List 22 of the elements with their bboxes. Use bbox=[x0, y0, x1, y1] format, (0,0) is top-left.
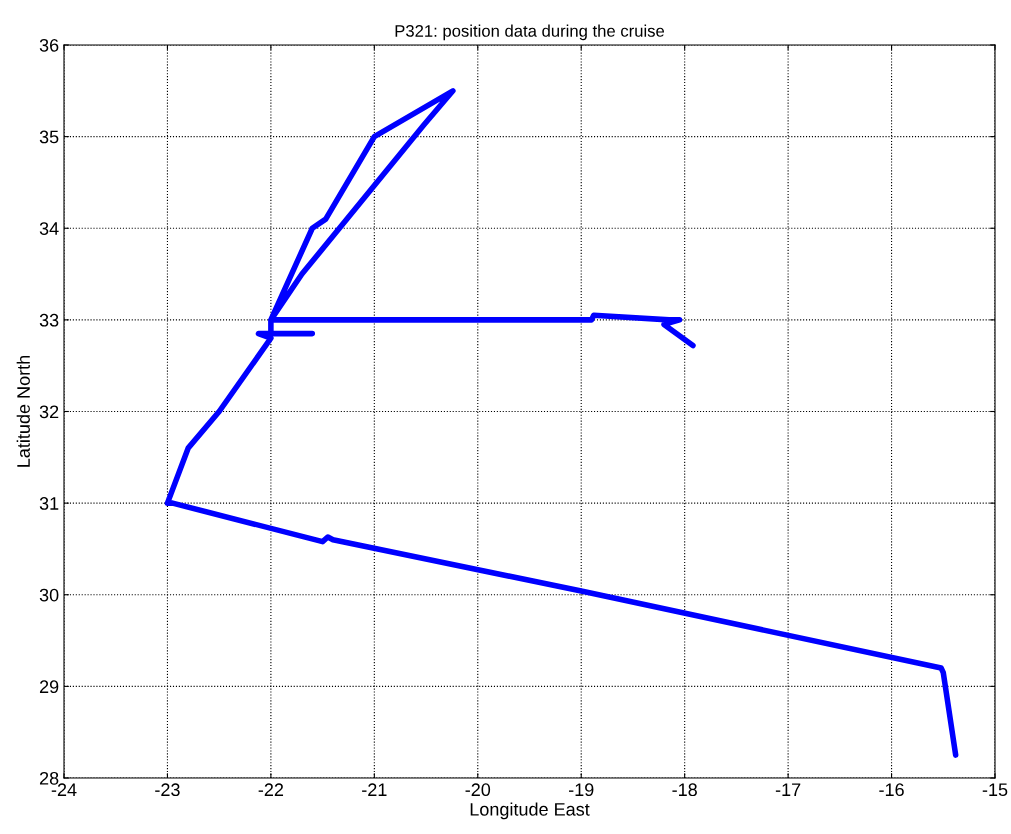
y-tick-label: 28 bbox=[39, 771, 59, 785]
x-tick-label: -16 bbox=[879, 783, 904, 797]
y-tick-label: 32 bbox=[39, 405, 59, 419]
x-tick-label: -15 bbox=[982, 783, 1008, 797]
y-tick-label: 30 bbox=[39, 588, 59, 602]
y-tick-label: 29 bbox=[39, 680, 59, 694]
x-tick-label: -24 bbox=[51, 783, 77, 796]
y-axis-title: Latitude North bbox=[16, 355, 30, 467]
x-tick-label: -22 bbox=[258, 783, 284, 796]
chart-title: P321: position data during the cruise bbox=[395, 24, 665, 41]
x-tick-label: -21 bbox=[362, 783, 387, 796]
x-tick-label: -17 bbox=[775, 783, 801, 796]
y-tick-label: 34 bbox=[39, 222, 59, 235]
y-tick-label: 35 bbox=[39, 130, 59, 144]
y-tick-label: 33 bbox=[39, 313, 59, 327]
x-axis-title: Longitude East bbox=[470, 802, 590, 820]
x-tick-label: -23 bbox=[155, 783, 180, 797]
x-tick-label: -19 bbox=[568, 783, 594, 797]
y-tick-label: 36 bbox=[39, 38, 59, 52]
y-tick-label: 31 bbox=[39, 497, 59, 510]
x-tick-label: -18 bbox=[672, 783, 697, 797]
x-tick-label: -20 bbox=[465, 783, 491, 797]
